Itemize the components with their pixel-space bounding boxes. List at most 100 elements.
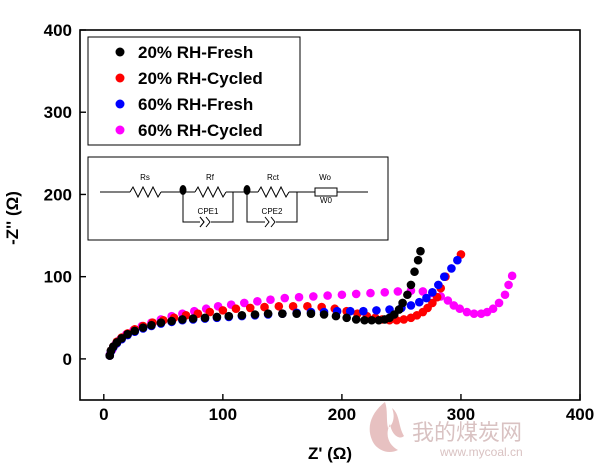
cpe1-branch xyxy=(182,192,200,223)
data-point xyxy=(260,302,269,312)
data-point xyxy=(280,293,290,303)
data-point xyxy=(239,298,249,308)
data-point xyxy=(250,310,260,319)
data-point xyxy=(274,301,284,311)
data-point xyxy=(504,280,513,290)
legend: 20% RH-Fresh 20% RH-Cycled 60% RH-Fresh … xyxy=(87,36,301,146)
cpe2-branch-right xyxy=(276,192,298,223)
inset-circuit: Rs Rf CPE1 Rct CPE2 Wo W0 xyxy=(87,156,389,241)
data-point xyxy=(380,287,390,297)
data-point xyxy=(393,287,403,296)
series-60-rh-fresh xyxy=(105,255,462,360)
data-point xyxy=(416,246,425,256)
y-tick-label: 200 xyxy=(44,185,72,204)
data-point xyxy=(399,315,409,324)
x-tick-label: 100 xyxy=(209,405,237,424)
axis-tick-labels: 0 100 200 300 400 0 100 200 300 400 xyxy=(44,21,595,424)
data-point xyxy=(439,272,449,281)
data-point xyxy=(337,290,347,300)
data-point xyxy=(309,292,318,301)
rs-resistor xyxy=(129,185,162,199)
legend-label-60-cycled: 60% RH-Cycled xyxy=(138,121,263,140)
label-rs: Rs xyxy=(140,173,150,182)
data-point xyxy=(443,296,453,305)
data-point xyxy=(292,309,301,318)
legend-label-60-fresh: 60% RH-Fresh xyxy=(138,95,253,114)
data-point xyxy=(200,313,210,323)
data-point xyxy=(403,290,412,300)
data-point xyxy=(507,271,517,281)
legend-label-20-fresh: 20% RH-Fresh xyxy=(138,43,253,62)
data-point xyxy=(266,295,275,304)
data-point xyxy=(410,267,419,277)
watermark-url: www.mycoal.cn xyxy=(439,445,523,459)
label-wo: Wo xyxy=(319,173,331,182)
y-tick-label: 0 xyxy=(63,350,72,369)
data-point xyxy=(319,310,329,319)
data-point xyxy=(434,280,443,290)
series-layer xyxy=(105,246,517,360)
data-point xyxy=(455,304,465,314)
data-point xyxy=(345,306,355,316)
data-point xyxy=(130,326,140,336)
series-20-rh-fresh xyxy=(105,246,425,360)
data-point xyxy=(263,309,273,318)
data-point xyxy=(428,287,437,297)
rct-resistor xyxy=(257,185,290,199)
data-point xyxy=(278,309,287,318)
y-tick-label: 300 xyxy=(44,103,72,122)
wo-element xyxy=(314,187,338,197)
data-point xyxy=(351,289,361,299)
data-point xyxy=(218,306,228,315)
axis-ticks xyxy=(80,29,581,400)
data-point xyxy=(205,307,215,317)
data-point xyxy=(398,298,407,308)
data-point xyxy=(406,301,416,310)
data-point xyxy=(188,314,198,323)
data-point xyxy=(367,315,376,325)
data-point xyxy=(323,291,332,300)
y-tick-label: 400 xyxy=(44,21,72,40)
x-tick-label: 300 xyxy=(447,405,475,424)
plot-frame xyxy=(79,29,581,401)
legend-marker-20-cycled xyxy=(115,73,125,83)
y-tick-label: 100 xyxy=(44,268,72,287)
data-point xyxy=(469,309,479,318)
data-point xyxy=(147,320,156,330)
label-rf: Rf xyxy=(206,173,215,182)
data-point xyxy=(422,293,431,303)
legend-label-20-cycled: 20% RH-Cycled xyxy=(138,69,263,88)
data-point xyxy=(406,280,416,290)
watermark-flame-logo xyxy=(369,402,404,452)
data-point xyxy=(462,307,472,317)
cpe2-symbol xyxy=(264,216,276,228)
x-tick-label: 200 xyxy=(328,405,356,424)
data-point xyxy=(231,304,241,314)
label-cpe2: CPE2 xyxy=(262,207,283,216)
x-tick-label: 400 xyxy=(566,405,594,424)
watermark: 我的煤炭网 www.mycoal.cn xyxy=(369,402,523,459)
data-point xyxy=(366,288,375,298)
data-point xyxy=(342,313,351,323)
data-point xyxy=(288,301,298,311)
data-point xyxy=(488,304,498,314)
data-point xyxy=(413,255,423,265)
data-point xyxy=(224,311,234,321)
watermark-text: 我的煤炭网 xyxy=(412,421,522,446)
data-point xyxy=(428,298,437,308)
data-point xyxy=(178,315,187,324)
data-point xyxy=(212,312,222,322)
data-point xyxy=(156,318,166,328)
x-axis-title: Z' (Ω) xyxy=(308,444,352,463)
data-point xyxy=(294,292,304,302)
label-rct: Rct xyxy=(267,173,280,182)
legend-marker-20-fresh xyxy=(115,47,125,57)
cpe1-symbol-b xyxy=(199,216,211,228)
data-point xyxy=(306,309,316,318)
data-point xyxy=(453,255,462,265)
cpe1-branch-right xyxy=(211,192,234,223)
data-point xyxy=(245,303,255,313)
inset-box xyxy=(87,156,389,241)
data-point xyxy=(359,306,368,316)
